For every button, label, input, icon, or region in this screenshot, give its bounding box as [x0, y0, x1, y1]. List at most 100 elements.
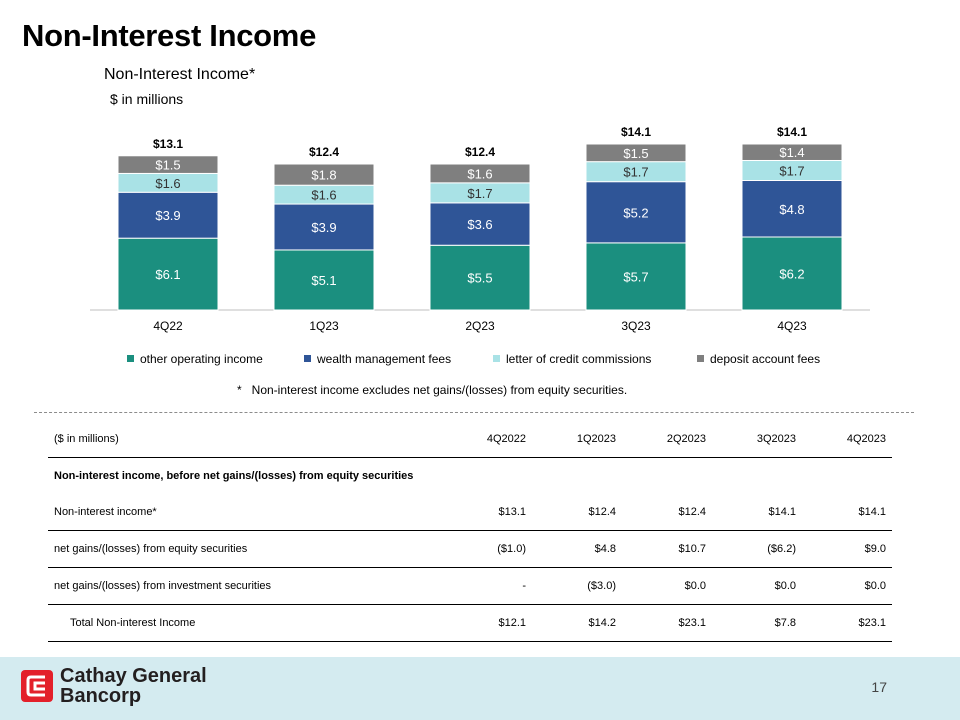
table-cell: $9.0: [802, 530, 892, 568]
table-row-label: net gains/(losses) from equity securitie…: [48, 530, 442, 568]
table-cell: $10.7: [622, 530, 712, 568]
table-cell: $14.1: [712, 494, 802, 531]
table-row-label: net gains/(losses) from investment secur…: [48, 567, 442, 605]
table-row: net gains/(losses) from equity securitie…: [48, 530, 892, 568]
bar-segment: [117, 237, 219, 311]
bar-segment: [585, 143, 687, 163]
logo-line-2: Bancorp: [60, 685, 142, 707]
data-label: $6.2: [779, 267, 804, 282]
data-label: $1.7: [779, 163, 804, 178]
legend-swatch: [304, 355, 311, 362]
data-label: $1.7: [623, 165, 648, 180]
cathay-logo-icon: [21, 670, 53, 702]
table-cell: $4.8: [532, 530, 622, 568]
table-cell: $0.0: [802, 567, 892, 605]
table-row: Non-interest income* $13.1 $12.4 $12.4 $…: [48, 494, 892, 531]
table-header-cell: 4Q2023: [802, 421, 892, 458]
table-header-cell: 2Q2023: [622, 421, 712, 458]
data-label: $5.7: [623, 269, 648, 284]
bar-segment: [741, 179, 843, 238]
income-table: ($ in millions) 4Q2022 1Q2023 2Q2023 3Q2…: [48, 421, 892, 642]
legend-label: letter of credit commissions: [506, 352, 651, 366]
table-total-cell: $7.8: [712, 604, 802, 642]
total-label: $12.4: [465, 145, 495, 159]
bar-segment: [117, 155, 219, 174]
table-header-cell: 4Q2022: [442, 421, 532, 458]
bar-segment: [585, 181, 687, 244]
company-logo-text: Cathay General Bancorp: [60, 666, 207, 706]
table-cell: $14.1: [802, 494, 892, 531]
data-label: $3.9: [311, 220, 336, 235]
x-tick-label: 2Q23: [465, 319, 495, 333]
table-cell: $0.0: [712, 567, 802, 605]
table-total-label: Total Non-interest Income: [48, 604, 442, 642]
table-header-row: ($ in millions) 4Q2022 1Q2023 2Q2023 3Q2…: [48, 421, 892, 458]
table-header-cell: 3Q2023: [712, 421, 802, 458]
x-tick-label: 4Q22: [153, 319, 183, 333]
footnote-text: Non-interest income excludes net gains/(…: [251, 383, 628, 397]
table-total-cell: $14.2: [532, 604, 622, 642]
table-cell: ($6.2): [712, 530, 802, 568]
bar-segment: [273, 249, 375, 311]
dashed-divider: [34, 412, 914, 413]
bar-segment: [741, 236, 843, 311]
legend-label: other operating income: [140, 352, 263, 366]
data-label: $1.6: [467, 166, 492, 181]
table-total-cell: $23.1: [622, 604, 712, 642]
chart-subtitle: $ in millions: [110, 91, 184, 107]
bar-segment: [429, 163, 531, 184]
table-cell: $12.4: [622, 494, 712, 531]
table-cell: -: [442, 567, 532, 605]
footer-band: [0, 657, 960, 720]
data-label: $1.8: [311, 168, 336, 183]
table-header-label: ($ in millions): [48, 421, 442, 458]
legend-label: wealth management fees: [316, 352, 451, 366]
bar-segment: [273, 203, 375, 251]
bar-segment: [429, 244, 531, 311]
table-cell: $0.0: [622, 567, 712, 605]
bar-segment: [741, 143, 843, 161]
table-cell: $12.4: [532, 494, 622, 531]
table-cell: ($3.0): [532, 567, 622, 605]
total-label: $12.4: [309, 145, 339, 159]
data-label: $1.5: [155, 158, 180, 173]
legend-swatch: [127, 355, 134, 362]
table-header-cell: 1Q2023: [532, 421, 622, 458]
data-label: $3.9: [155, 208, 180, 223]
bar-segment: [429, 202, 531, 246]
data-label: $3.6: [467, 217, 492, 232]
stacked-bar-chart: $6.1 $3.9 $1.6 $1.5 $13.1 4Q22 $5.1 $3.9 $1.6 $1.…: [90, 125, 870, 366]
table-total-cell: $23.1: [802, 604, 892, 642]
table-cell: $13.1: [442, 494, 532, 531]
data-label: $5.2: [623, 205, 648, 220]
data-label: $6.1: [155, 267, 180, 282]
table-total-row: Total Non-interest Income $12.1 $14.2 $2…: [48, 604, 892, 642]
table-total-cell: $12.1: [442, 604, 532, 642]
bar-segment: [273, 163, 375, 186]
legend-label: deposit account fees: [710, 352, 820, 366]
total-label: $14.1: [621, 125, 651, 139]
data-label: $5.1: [311, 273, 336, 288]
x-tick-label: 4Q23: [777, 319, 807, 333]
legend-swatch: [697, 355, 704, 362]
data-label: $1.4: [779, 145, 804, 160]
legend-swatch: [493, 355, 500, 362]
logo-line-1: Cathay General: [60, 665, 207, 687]
bar-segment: [117, 191, 219, 239]
x-tick-label: 3Q23: [621, 319, 651, 333]
footnote: * Non-interest income excludes net gains/…: [237, 383, 627, 397]
table-section-row: Non-interest income, before net gains/(l…: [48, 458, 892, 495]
table-row: net gains/(losses) from investment secur…: [48, 567, 892, 605]
data-label: $5.5: [467, 271, 492, 286]
page-title: Non-Interest Income: [22, 18, 317, 53]
data-label: $1.5: [623, 146, 648, 161]
total-label: $14.1: [777, 125, 807, 139]
page-number: 17: [871, 679, 887, 695]
table-section-label: Non-interest income, before net gains/(l…: [54, 470, 414, 482]
chart-title: Non-Interest Income*: [104, 66, 256, 83]
data-label: $1.6: [311, 188, 336, 203]
x-tick-label: 1Q23: [309, 319, 339, 333]
data-label: $1.7: [467, 186, 492, 201]
total-label: $13.1: [153, 137, 183, 151]
bar-segment: [585, 242, 687, 311]
